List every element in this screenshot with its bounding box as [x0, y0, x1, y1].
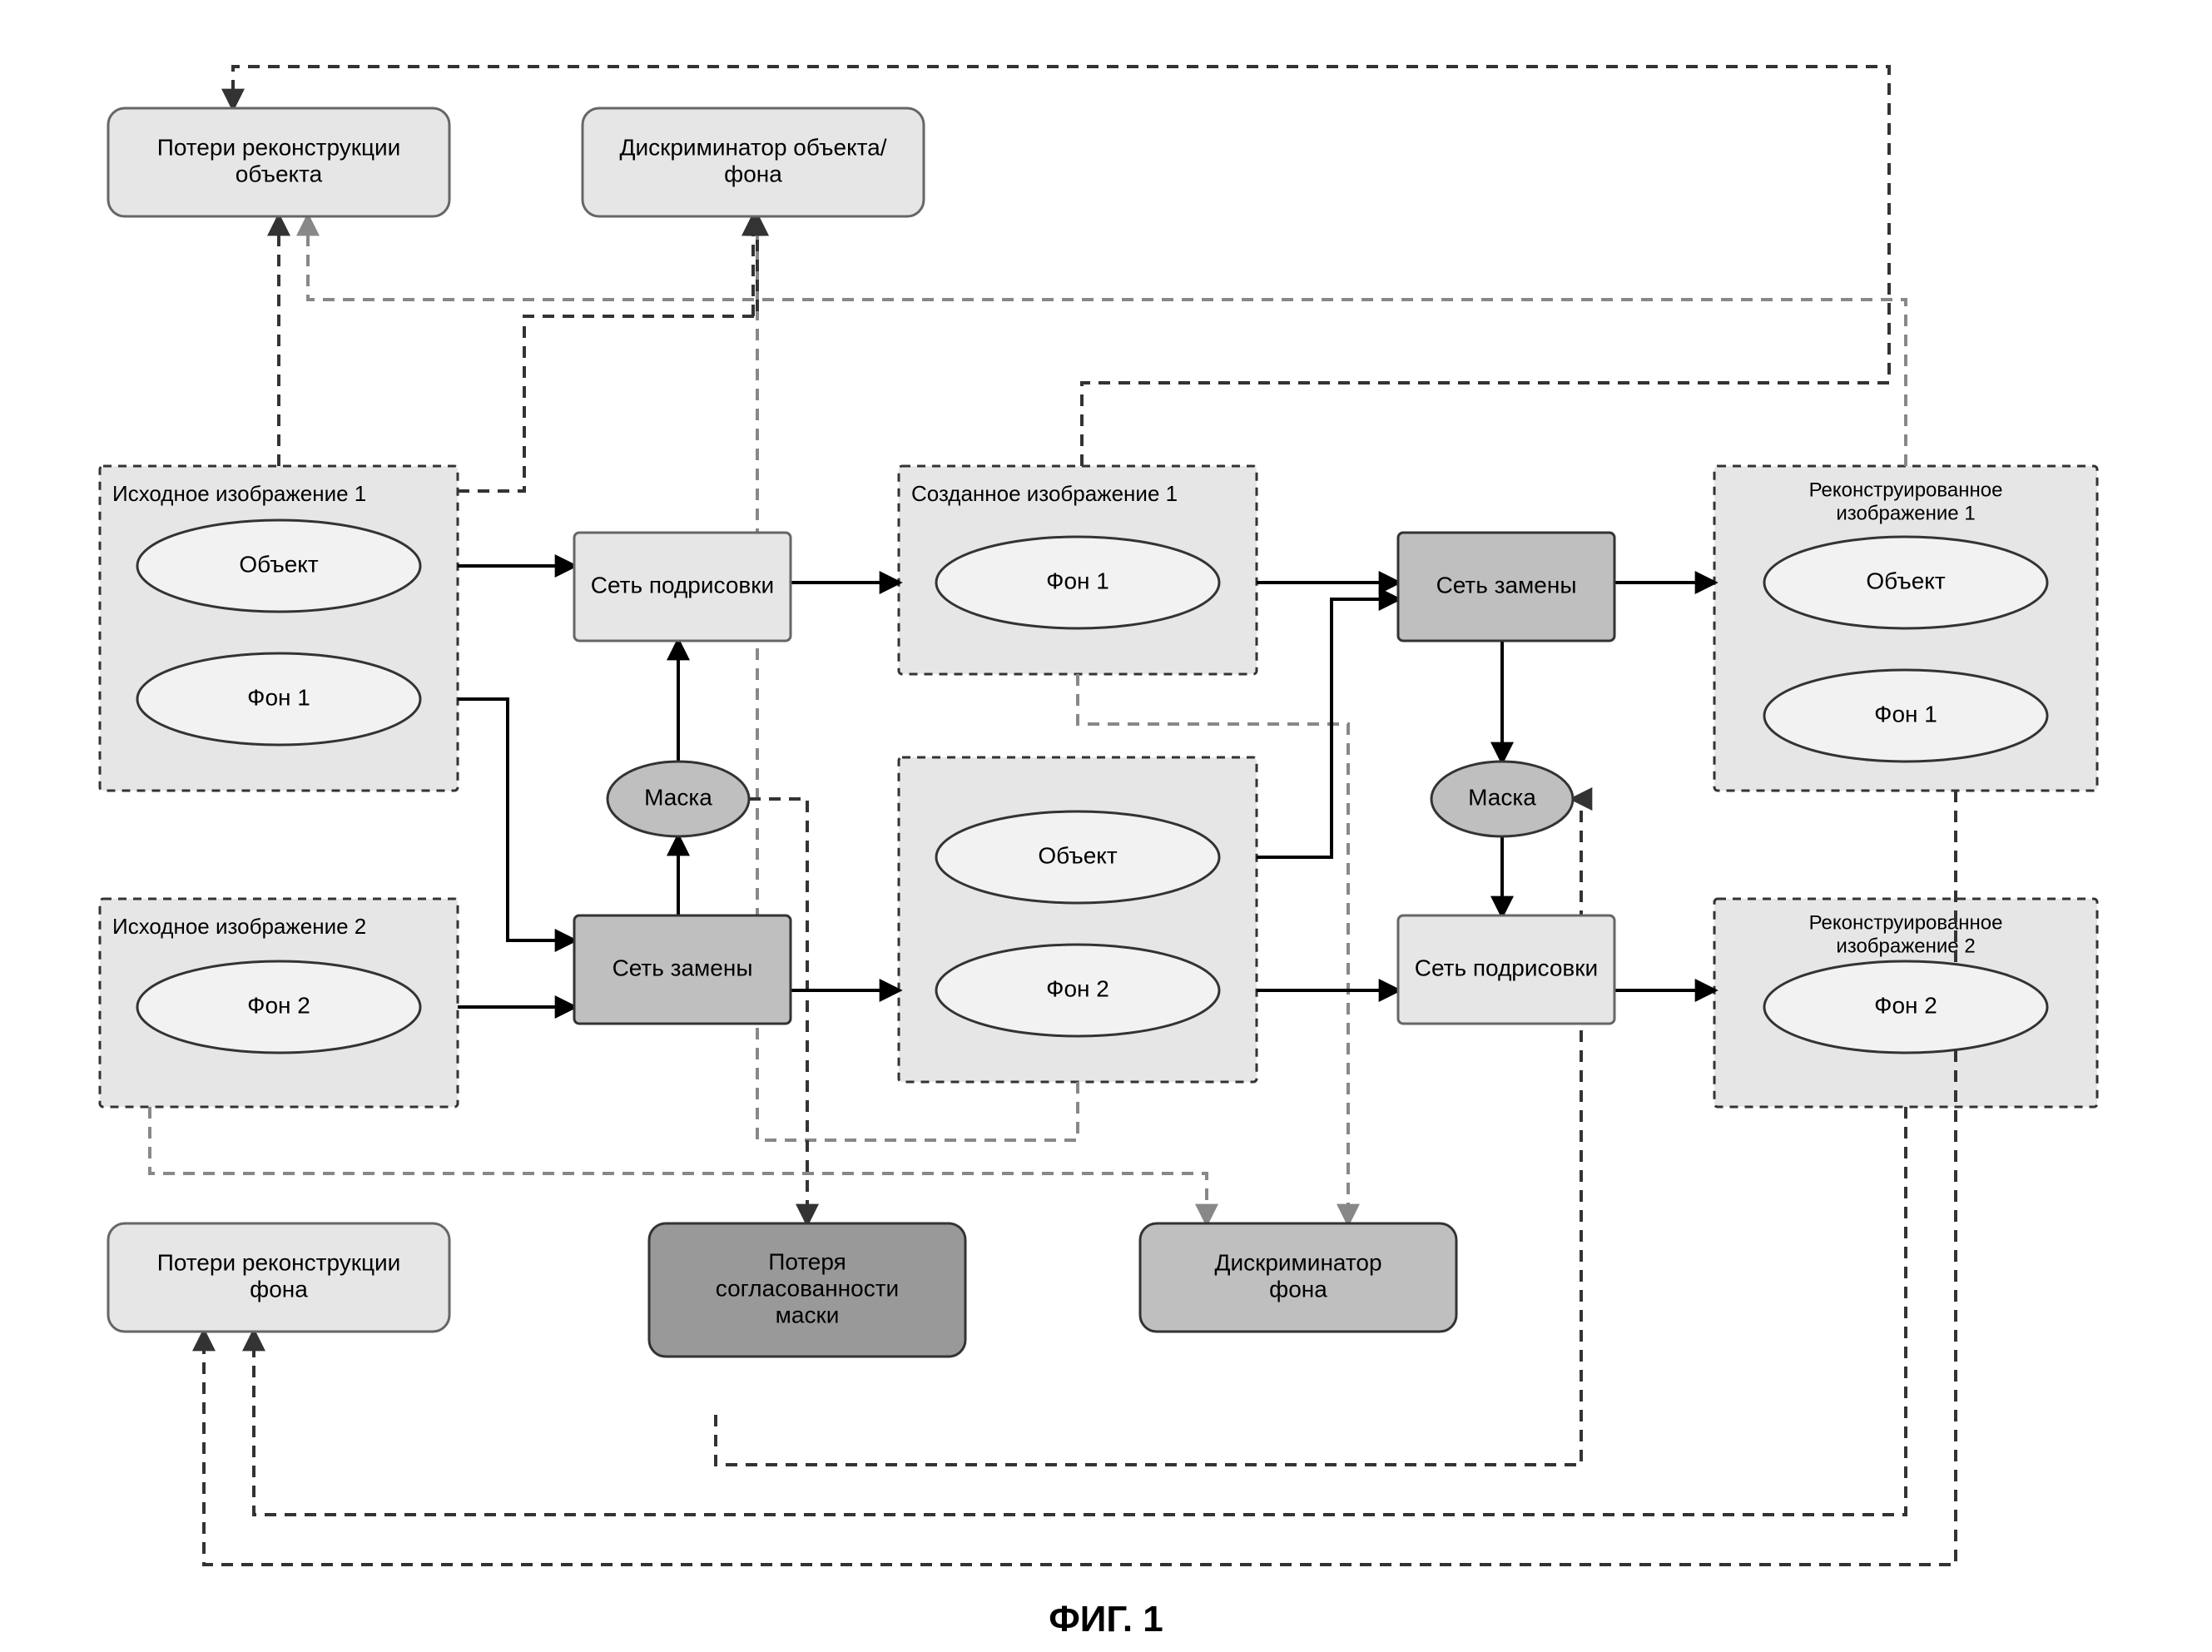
- svg-text:Фон 1: Фон 1: [1046, 568, 1109, 593]
- figure-label: ФИГ. 1: [1049, 1599, 1163, 1640]
- svg-text:Потери реконструкции: Потери реконструкции: [157, 134, 401, 160]
- svg-text:Созданное изображение 1: Созданное изображение 1: [911, 481, 1178, 506]
- svg-text:Маска: Маска: [644, 784, 712, 810]
- svg-text:Объект: Объект: [1038, 842, 1118, 868]
- svg-text:Маска: Маска: [1468, 784, 1536, 810]
- svg-text:Реконструированное: Реконструированное: [1809, 479, 2003, 501]
- svg-text:объекта: объекта: [236, 161, 323, 186]
- svg-text:Дискриминатор: Дискриминатор: [1214, 1249, 1381, 1275]
- svg-text:Фон 2: Фон 2: [1874, 992, 1937, 1018]
- svg-text:маски: маски: [776, 1302, 840, 1327]
- svg-text:Дискриминатор объекта/: Дискриминатор объекта/: [620, 134, 887, 160]
- svg-text:Фон 1: Фон 1: [247, 684, 310, 710]
- svg-text:Сеть подрисовки: Сеть подрисовки: [591, 572, 774, 598]
- svg-text:Фон 2: Фон 2: [247, 992, 310, 1018]
- svg-text:фона: фона: [724, 161, 782, 186]
- svg-text:Фон 2: Фон 2: [1046, 975, 1109, 1001]
- arrow-dash-1: [458, 216, 757, 491]
- svg-text:Объект: Объект: [239, 551, 319, 577]
- svg-text:согласованности: согласованности: [716, 1275, 899, 1301]
- svg-text:Потеря: Потеря: [768, 1248, 846, 1274]
- svg-text:фона: фона: [1269, 1276, 1327, 1302]
- svg-text:Сеть замены: Сеть замены: [613, 955, 753, 980]
- svg-text:Исходное изображение 2: Исходное изображение 2: [112, 914, 366, 939]
- arrow-dash-3: [233, 67, 1889, 466]
- svg-text:Исходное изображение 1: Исходное изображение 1: [112, 481, 366, 506]
- arrow-solid-1: [458, 699, 574, 940]
- svg-text:Сеть подрисовки: Сеть подрисовки: [1415, 955, 1598, 980]
- arrow-gray-2: [150, 1107, 1207, 1223]
- svg-text:фона: фона: [250, 1276, 308, 1302]
- svg-text:Сеть замены: Сеть замены: [1436, 572, 1577, 598]
- svg-text:Объект: Объект: [1866, 568, 1946, 593]
- svg-text:Фон 1: Фон 1: [1874, 701, 1937, 727]
- arrow-gray-1: [308, 216, 1906, 466]
- svg-text:Потери реконструкции: Потери реконструкции: [157, 1249, 401, 1275]
- arrow-dash-6: [254, 1107, 1906, 1515]
- svg-text:Реконструированное: Реконструированное: [1809, 911, 2003, 934]
- svg-text:изображение 1: изображение 1: [1836, 502, 1975, 524]
- arrow-solid-8: [1257, 599, 1398, 857]
